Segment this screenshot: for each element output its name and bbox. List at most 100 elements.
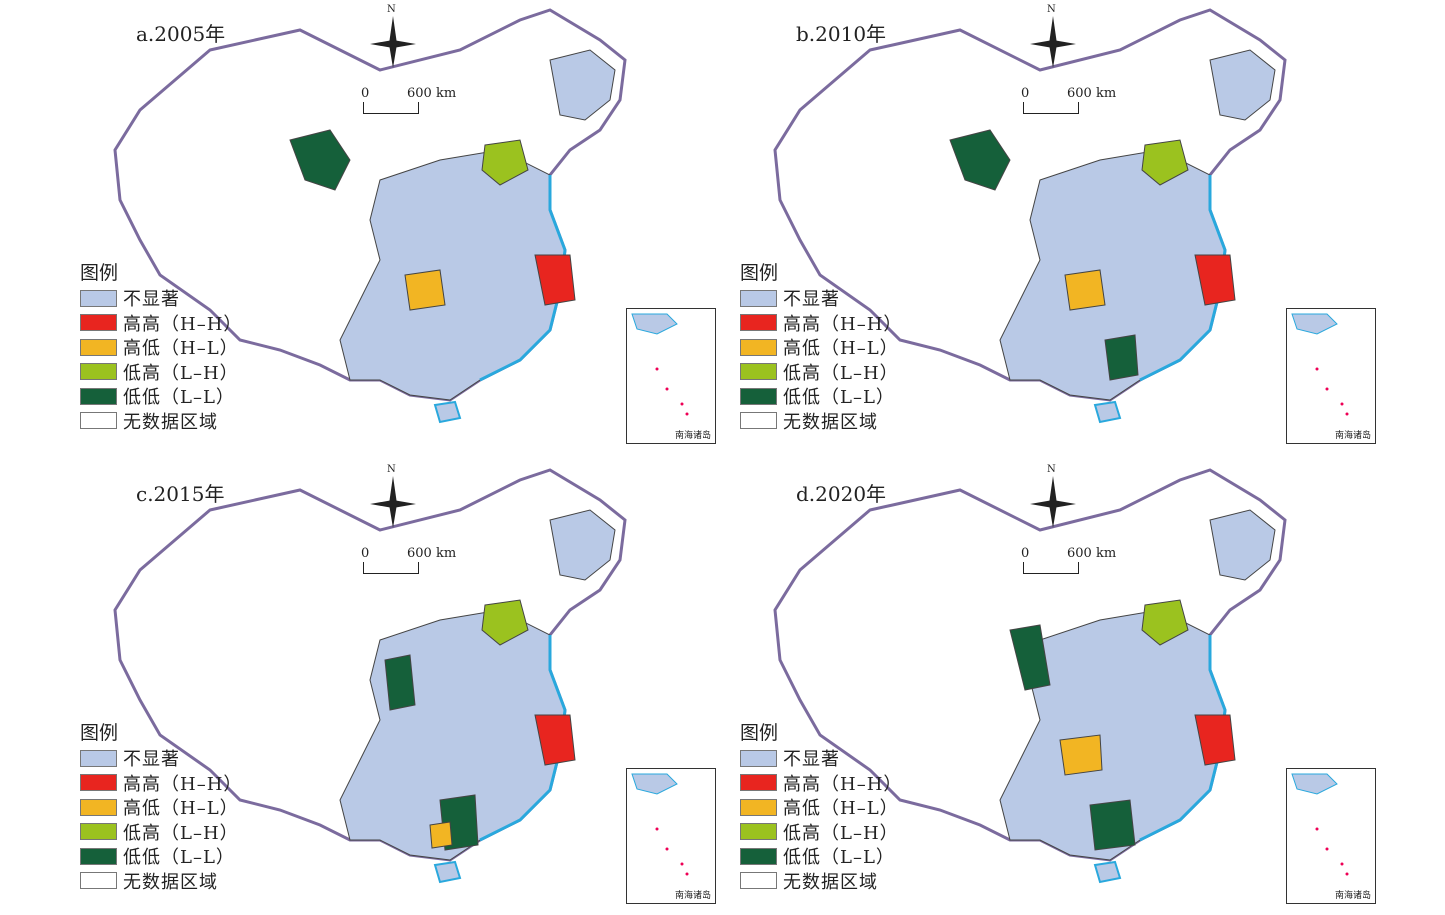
inset-label: 南海诸岛	[674, 891, 711, 901]
hl-cluster	[429, 821, 453, 849]
northeast-region	[1209, 49, 1276, 121]
swatch-nodata	[80, 872, 117, 890]
panel-title: a.2005年	[136, 22, 226, 46]
inset-label: 南海诸岛	[674, 431, 711, 441]
north-label: N	[1047, 464, 1056, 475]
legend-label-ll: 低低（L–L）	[123, 387, 235, 409]
ll-cluster-south	[1089, 799, 1136, 851]
legend-label-ll: 低低（L–L）	[783, 387, 895, 409]
lh-cluster	[1141, 139, 1189, 186]
hh-cluster	[534, 714, 576, 766]
scale-start: 0	[1021, 86, 1030, 101]
north-arrow-icon: N	[1026, 4, 1080, 74]
swatch-hl	[740, 338, 777, 356]
hainan-island	[433, 400, 462, 424]
china-map	[773, 8, 1287, 424]
scale-bar: 0 600 km	[1021, 86, 1141, 116]
ll-cluster	[289, 129, 351, 191]
swatch-hl	[740, 798, 777, 816]
legend-label-hl: 高低（H–L）	[123, 798, 239, 820]
legend: 图例 不显著 高高（H–H） 高低（H–L） 低高（L–H） 低低（L–L） 无…	[740, 258, 940, 433]
north-arrow-icon: N	[366, 4, 420, 74]
scale-end: 600 km	[1067, 86, 1117, 101]
swatch-ns	[740, 749, 777, 767]
china-map	[773, 468, 1287, 884]
legend-title: 图例	[80, 722, 119, 744]
lh-cluster	[481, 599, 529, 646]
legend: 图例 不显著 高高（H–H） 高低（H–L） 低高（L–H） 低低（L–L） 无…	[80, 718, 280, 893]
panel-title: c.2015年	[136, 482, 225, 506]
hh-cluster	[1194, 714, 1236, 766]
swatch-lh	[80, 823, 117, 841]
swatch-ll	[740, 387, 777, 405]
scale-bar: 0 600 km	[1021, 546, 1141, 576]
swatch-hl	[80, 798, 117, 816]
south-china-sea-inset: 南海诸岛	[1286, 768, 1376, 904]
swatch-lh	[740, 823, 777, 841]
legend-label-ns: 不显著	[123, 749, 180, 771]
legend-label-ns: 不显著	[783, 749, 840, 771]
legend-label-lh: 低高（L–H）	[123, 822, 239, 844]
hainan-island	[1093, 400, 1122, 424]
legend-title: 图例	[740, 262, 779, 284]
panel-title: b.2010年	[796, 22, 887, 46]
scale-start: 0	[361, 86, 370, 101]
hh-cluster	[1194, 254, 1236, 306]
swatch-ns	[740, 289, 777, 307]
inset-label: 南海诸岛	[1334, 431, 1371, 441]
map-panel-a: a.2005年 N 0 600 km 图例 不显著 高高（H–H） 高低（H–L…	[80, 0, 740, 455]
north-label: N	[387, 4, 396, 15]
legend-label-ns: 不显著	[123, 289, 180, 311]
ll-cluster-south	[1104, 334, 1139, 381]
northeast-region	[549, 509, 616, 581]
swatch-hh	[740, 774, 777, 792]
swatch-hh	[740, 314, 777, 332]
northeast-region	[1209, 509, 1276, 581]
legend-label-ll: 低低（L–L）	[783, 847, 895, 869]
scale-bar: 0 600 km	[361, 86, 481, 116]
legend-label-lh: 低高（L–H）	[783, 822, 899, 844]
legend-label-nodata: 无数据区域	[783, 871, 878, 893]
legend: 图例 不显著 高高（H–H） 高低（H–L） 低高（L–H） 低低（L–L） 无…	[80, 258, 280, 433]
swatch-ll	[80, 847, 117, 865]
northeast-region	[549, 49, 616, 121]
ll-cluster	[1009, 624, 1051, 691]
legend-label-hh: 高高（H–H）	[123, 313, 243, 335]
swatch-ll	[740, 847, 777, 865]
hainan-island	[1093, 860, 1122, 884]
swatch-ll	[80, 387, 117, 405]
map-panel-d: d.2020年 N 0 600 km 图例 不显著 高高（H–H） 高低（H–L…	[740, 460, 1400, 915]
scale-end: 600 km	[1067, 546, 1117, 561]
south-china-sea-inset: 南海诸岛	[626, 768, 716, 904]
hl-cluster	[1059, 734, 1103, 776]
swatch-lh	[80, 363, 117, 381]
legend-label-hl: 高低（H–L）	[783, 798, 899, 820]
swatch-hh	[80, 314, 117, 332]
north-arrow-icon: N	[366, 464, 420, 534]
south-china-sea-inset: 南海诸岛	[1286, 308, 1376, 444]
hl-cluster	[404, 269, 446, 311]
legend-label-hl: 高低（H–L）	[783, 338, 899, 360]
legend-label-nodata: 无数据区域	[123, 871, 218, 893]
swatch-hl	[80, 338, 117, 356]
ll-cluster	[384, 654, 416, 711]
legend-label-nodata: 无数据区域	[123, 411, 218, 433]
legend-label-hh: 高高（H–H）	[783, 773, 903, 795]
legend-label-ll: 低低（L–L）	[123, 847, 235, 869]
lh-cluster	[481, 139, 529, 186]
scale-bar: 0 600 km	[361, 546, 481, 576]
north-label: N	[1047, 4, 1056, 15]
legend-label-lh: 低高（L–H）	[123, 362, 239, 384]
south-china-sea-inset: 南海诸岛	[626, 308, 716, 444]
swatch-nodata	[740, 412, 777, 430]
swatch-nodata	[80, 412, 117, 430]
legend-label-hh: 高高（H–H）	[783, 313, 903, 335]
china-map	[113, 8, 627, 424]
ll-cluster	[949, 129, 1011, 191]
scale-end: 600 km	[407, 86, 457, 101]
china-map	[113, 468, 627, 884]
scale-start: 0	[1021, 546, 1030, 561]
legend: 图例 不显著 高高（H–H） 高低（H–L） 低高（L–H） 低低（L–L） 无…	[740, 718, 940, 893]
legend-title: 图例	[740, 722, 779, 744]
map-panel-b: b.2010年 N 0 600 km 图例 不显著 高高（H–H） 高低（H–L…	[740, 0, 1400, 455]
